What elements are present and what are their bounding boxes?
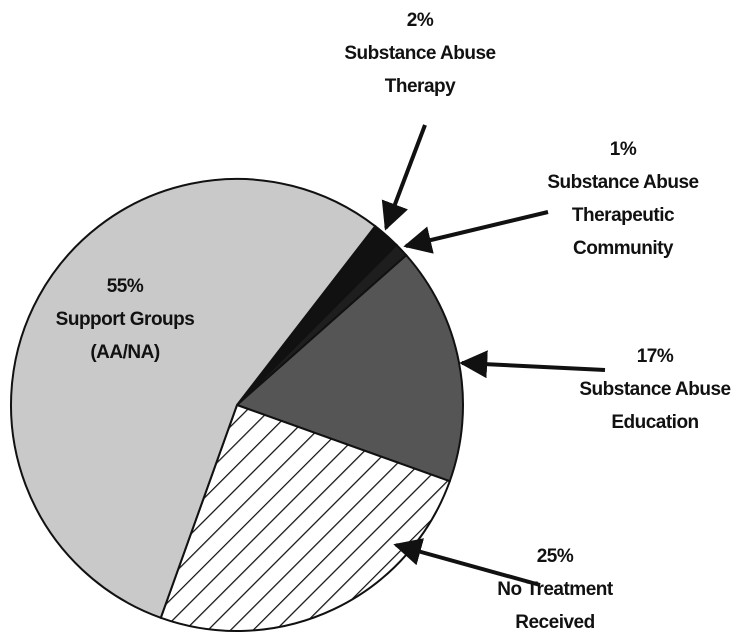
slice-label: 55% Support Groups (AA/NA) — [45, 270, 205, 369]
leader-arrow — [403, 210, 549, 254]
value-label: 55% — [106, 276, 144, 297]
value-label: 1% — [609, 139, 637, 160]
category-label: Substance Abuse Education — [579, 379, 731, 433]
value-label: 25% — [536, 546, 574, 567]
pie-slice — [159, 403, 452, 632]
slice-label: 1% Substance Abuse Therapeutic Community — [538, 133, 708, 265]
leader-arrow — [393, 538, 541, 587]
category-label: Substance Abuse Therapeutic Community — [547, 172, 699, 259]
category-label: Support Groups (AA/NA) — [55, 309, 195, 363]
category-label: Substance Abuse Therapy — [344, 43, 496, 97]
slice-label: 2% Substance Abuse Therapy — [335, 4, 505, 103]
value-label: 2% — [406, 10, 434, 31]
pie-slice — [10, 178, 377, 620]
slice-label: 25% No Treatment Received — [475, 540, 635, 639]
category-label: No Treatment Received — [497, 579, 613, 633]
leader-arrow — [381, 124, 427, 231]
slice-label: 17% Substance Abuse Education — [565, 340, 740, 439]
value-label: 17% — [636, 346, 674, 367]
leader-arrow — [459, 350, 606, 379]
